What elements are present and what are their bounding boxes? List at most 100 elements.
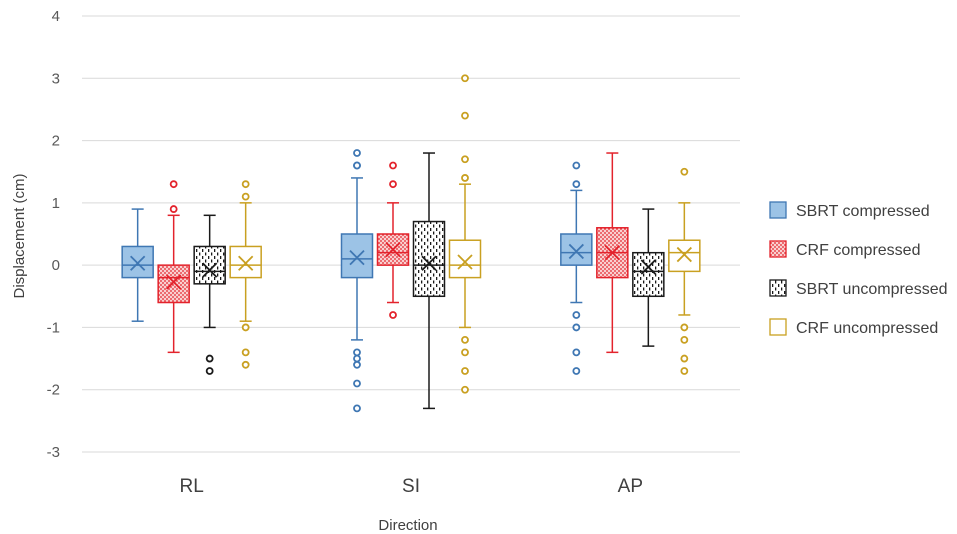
outlier-point xyxy=(169,205,178,213)
box-iqr xyxy=(376,233,410,266)
outlier-point xyxy=(389,180,397,189)
legend-swatch xyxy=(769,201,787,219)
outlier-point xyxy=(461,74,469,83)
box xyxy=(596,152,629,354)
box xyxy=(229,180,262,369)
box xyxy=(340,149,374,413)
mean-marker xyxy=(349,250,365,266)
x-category-label: AP xyxy=(618,476,643,497)
series-crf-compressed xyxy=(157,152,629,354)
y-tick-label: -3 xyxy=(47,444,60,461)
y-tick-label: -1 xyxy=(47,319,60,336)
outlier-point xyxy=(389,161,397,170)
outlier-point xyxy=(241,348,250,357)
box xyxy=(412,152,446,410)
x-axis-title: Direction xyxy=(378,517,437,534)
outlier-point xyxy=(461,155,469,164)
legend-item: CRF compressed xyxy=(769,240,920,259)
mean-marker xyxy=(166,274,182,290)
mean-marker xyxy=(421,255,437,271)
outlier-point xyxy=(353,149,361,157)
outlier-point xyxy=(572,180,581,189)
box xyxy=(560,161,593,375)
outlier-point xyxy=(572,323,581,332)
box xyxy=(448,74,482,394)
mean-marker xyxy=(202,262,218,278)
box xyxy=(157,180,190,354)
outlier-point xyxy=(461,385,469,394)
outlier-point xyxy=(572,161,581,170)
mean-marker xyxy=(130,255,146,271)
mean-marker xyxy=(568,243,584,260)
box xyxy=(121,208,154,322)
box-iqr xyxy=(157,264,190,304)
box-iqr xyxy=(448,239,482,279)
box-iqr xyxy=(229,245,262,279)
mean-marker xyxy=(604,245,620,261)
x-axis-categories: RL SI AP xyxy=(180,476,643,497)
gridlines xyxy=(82,15,740,453)
outlier-point xyxy=(353,161,361,170)
outlier-point xyxy=(680,335,689,344)
outlier-point xyxy=(241,192,250,201)
box-iqr xyxy=(560,233,593,266)
legend-label: SBRT compressed xyxy=(796,203,930,220)
box xyxy=(668,167,701,375)
legend-item: SBRT uncompressed xyxy=(769,279,947,298)
outlier-point xyxy=(461,367,469,375)
y-tick-label: 2 xyxy=(52,133,60,150)
y-tick-label: 4 xyxy=(52,8,60,25)
series-sbrt-uncompressed xyxy=(193,152,665,410)
legend-swatch xyxy=(769,279,787,297)
mean-marker xyxy=(238,255,254,271)
outlier-point xyxy=(353,404,361,413)
outlier-point xyxy=(169,180,178,189)
x-category-label: RL xyxy=(180,476,204,497)
outlier-point xyxy=(461,348,469,357)
outlier-point xyxy=(572,367,581,375)
y-tick-label: 1 xyxy=(52,195,60,212)
box xyxy=(376,161,410,319)
outlier-point xyxy=(461,335,469,344)
y-axis-title: Displacement (cm) xyxy=(11,173,28,298)
x-category-label: SI xyxy=(402,476,420,497)
legend-label: CRF uncompressed xyxy=(796,320,938,337)
box xyxy=(632,208,665,347)
legend-item: SBRT compressed xyxy=(769,201,930,220)
series-sbrt-compressed xyxy=(121,149,593,413)
box-iqr xyxy=(412,220,446,298)
outlier-point xyxy=(680,167,689,176)
legend-swatch xyxy=(769,240,787,258)
series-crf-uncompressed xyxy=(229,74,701,394)
outlier-point xyxy=(680,323,689,332)
outlier-point xyxy=(205,354,214,363)
legend-item: CRF uncompressed xyxy=(769,318,938,337)
outlier-point xyxy=(389,311,397,319)
mean-marker xyxy=(640,259,656,275)
box-iqr xyxy=(193,245,226,285)
box-iqr xyxy=(340,233,374,279)
mean-marker xyxy=(676,246,692,263)
outlier-point xyxy=(461,174,469,182)
legend-swatch xyxy=(769,318,787,336)
outlier-point xyxy=(572,348,581,357)
box xyxy=(193,214,226,375)
outlier-point xyxy=(241,323,250,332)
outlier-point xyxy=(241,180,250,189)
y-tick-label: -2 xyxy=(47,382,60,399)
legend: SBRT compressed CRF compressed SBRT uncomp… xyxy=(769,201,947,337)
outlier-point xyxy=(241,360,250,369)
legend-label: SBRT uncompressed xyxy=(796,281,947,298)
y-axis-ticks: -3 -2 -1 0 1 2 3 4 xyxy=(47,8,60,461)
y-tick-label: 0 xyxy=(52,257,60,274)
legend-label: CRF compressed xyxy=(796,242,920,259)
outlier-point xyxy=(680,367,689,375)
outlier-point xyxy=(461,111,469,120)
box-iqr xyxy=(632,251,665,298)
box-series xyxy=(121,74,701,413)
mean-marker xyxy=(385,241,401,258)
outlier-point xyxy=(353,354,361,363)
outlier-point xyxy=(353,360,361,369)
outlier-point xyxy=(353,379,361,388)
